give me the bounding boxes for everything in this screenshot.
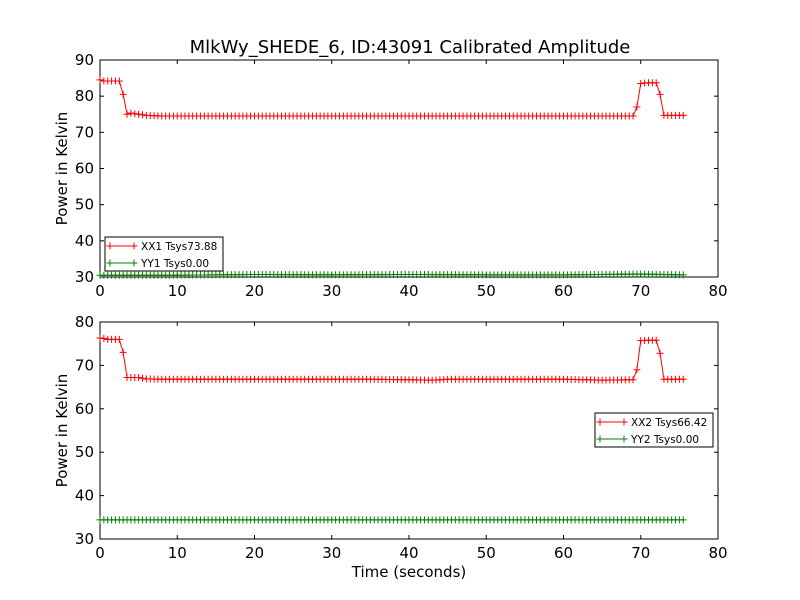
x-tick-label: 70 — [631, 544, 650, 562]
x-tick-label: 70 — [631, 282, 650, 300]
data-point-marker — [115, 335, 123, 343]
data-point-marker — [100, 334, 108, 342]
y-tick-label: 40 — [75, 232, 94, 250]
legend-swatch-marker — [620, 435, 628, 443]
data-point-marker — [656, 90, 664, 98]
legend-box — [594, 412, 714, 448]
top-panel: 0 10 20 30 40 50 60 70 80 30 40 50 60 70 80 90 Power in … — [53, 51, 728, 300]
data-point-marker — [679, 111, 687, 119]
x-tick-label: 0 — [95, 544, 105, 562]
data-point-marker — [127, 109, 135, 117]
y-tick-label: 80 — [75, 87, 94, 105]
legend-entry-label: YY1 Tsys0.00 — [140, 258, 209, 270]
legend-swatch-marker — [106, 242, 114, 250]
data-point-marker — [138, 111, 146, 119]
x-tick-label: 60 — [554, 282, 573, 300]
legend-box — [104, 236, 224, 272]
y-axis-label: Power in Kelvin — [53, 374, 71, 488]
y-tick-label: 50 — [75, 196, 94, 214]
data-point-marker — [96, 76, 104, 84]
y-axis-label: Power in Kelvin — [53, 112, 71, 226]
x-axis-label: Time (seconds) — [351, 563, 467, 581]
data-point-marker — [131, 110, 139, 118]
x-tick-label: 30 — [322, 544, 341, 562]
legend-swatch-marker — [130, 259, 138, 267]
data-point-marker — [633, 366, 641, 374]
series-0 — [96, 334, 687, 384]
x-tick-label: 50 — [477, 544, 496, 562]
x-tick-label: 80 — [708, 282, 727, 300]
series-1 — [96, 516, 687, 524]
data-point-marker — [629, 376, 637, 384]
x-tick-label: 50 — [477, 282, 496, 300]
y-tick-label: 50 — [75, 443, 94, 461]
y-tick-label: 30 — [75, 530, 94, 548]
y-tick-label: 70 — [75, 356, 94, 374]
data-point-marker — [119, 348, 127, 356]
data-point-marker — [679, 271, 687, 279]
x-tick-label: 40 — [399, 282, 418, 300]
y-tick-label: 60 — [75, 160, 94, 178]
x-tick-label: 80 — [708, 544, 727, 562]
legend: XX1 Tsys73.88 YY1 Tsys0.00 — [104, 236, 224, 272]
x-tick-label: 40 — [399, 544, 418, 562]
y-tick-label: 60 — [75, 400, 94, 418]
data-point-marker — [138, 374, 146, 382]
data-point-marker — [656, 349, 664, 357]
legend-swatch-marker — [130, 242, 138, 250]
legend-entry-label: YY2 Tsys0.00 — [630, 434, 699, 446]
x-tick-label: 10 — [168, 544, 187, 562]
data-point-marker — [629, 112, 637, 120]
x-tick-label: 60 — [554, 544, 573, 562]
data-point-marker — [135, 110, 143, 118]
x-tick-label: 20 — [245, 544, 264, 562]
data-point-marker — [679, 375, 687, 383]
legend-swatch-marker — [596, 435, 604, 443]
data-point-marker — [633, 103, 641, 111]
data-point-marker — [135, 374, 143, 382]
x-tick-label: 10 — [168, 282, 187, 300]
y-tick-label: 70 — [75, 123, 94, 141]
series-0 — [96, 76, 687, 120]
legend-entry-label: XX1 Tsys73.88 — [141, 241, 217, 253]
y-tick-label: 30 — [75, 268, 94, 286]
data-point-marker — [119, 90, 127, 98]
bottom-panel: 0 10 20 30 40 50 60 70 80 30 40 50 60 70 80 Power in Ke… — [53, 313, 728, 581]
legend-entry-label: XX2 Tsys66.42 — [631, 417, 707, 429]
legend-swatch-marker — [620, 418, 628, 426]
data-point-marker — [115, 77, 123, 85]
data-point-marker — [652, 79, 660, 87]
series-1 — [96, 270, 687, 279]
legend-swatch-marker — [106, 259, 114, 267]
y-tick-label: 40 — [75, 487, 94, 505]
legend: XX2 Tsys66.42 YY2 Tsys0.00 — [594, 412, 714, 448]
x-tick-label: 20 — [245, 282, 264, 300]
data-point-marker — [652, 336, 660, 344]
y-tick-label: 90 — [75, 51, 94, 69]
x-tick-label: 30 — [322, 282, 341, 300]
x-tick-label: 0 — [95, 282, 105, 300]
y-tick-label: 80 — [75, 313, 94, 331]
chart-title-top: MlkWy_SHEDE_6, ID:43091 Calibrated Ampli… — [190, 37, 631, 58]
legend-swatch-marker — [596, 418, 604, 426]
data-point-marker — [679, 516, 687, 524]
data-point-marker — [123, 110, 131, 118]
